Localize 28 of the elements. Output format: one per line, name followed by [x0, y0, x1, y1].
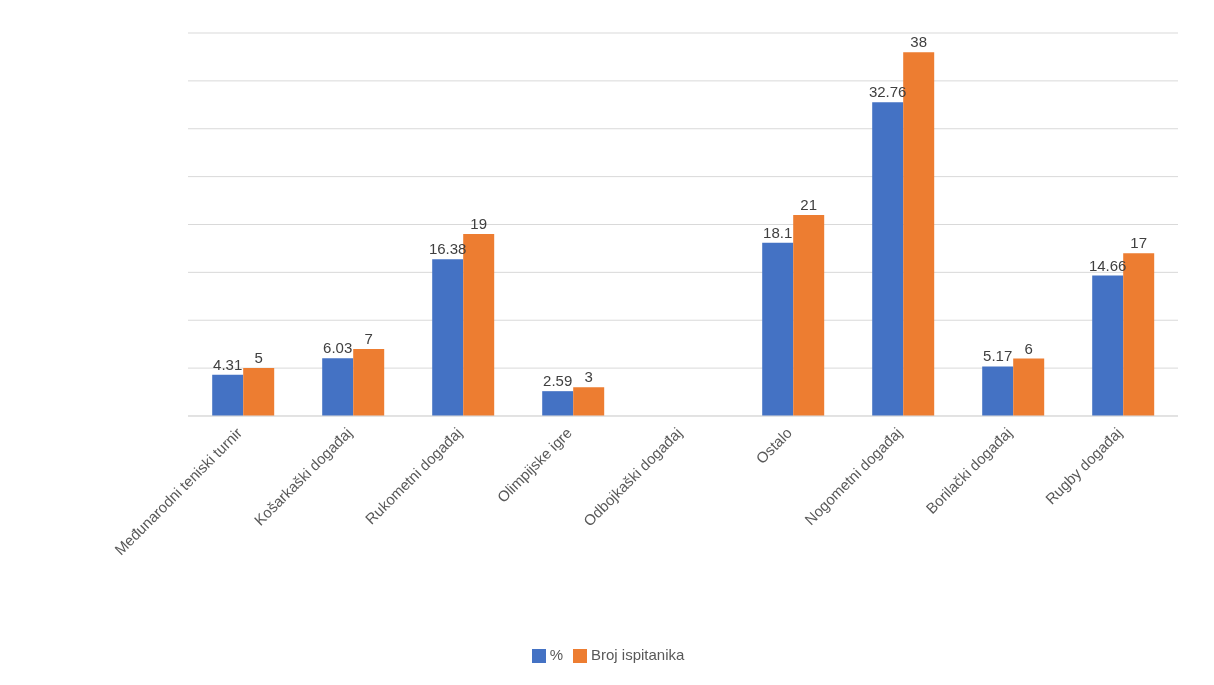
data-label: 38 [910, 33, 928, 51]
bar [432, 259, 464, 416]
bar [243, 368, 275, 416]
data-label: 3 [584, 368, 593, 386]
bar [353, 348, 385, 416]
data-label: 5 [254, 349, 263, 367]
bar [762, 242, 794, 416]
bar [793, 214, 825, 416]
bar [1092, 275, 1124, 416]
data-label: 19 [470, 215, 488, 233]
data-label: 18.1 [763, 223, 793, 241]
legend-label: % [549, 645, 563, 663]
bar [322, 358, 354, 416]
data-label: 6 [1024, 339, 1033, 357]
data-label: 7 [364, 329, 373, 347]
bar [1013, 358, 1045, 416]
data-label: 17 [1130, 234, 1148, 252]
data-label: 5.17 [983, 347, 1013, 365]
legend-label: Broj ispitanika [590, 645, 685, 663]
bar [212, 374, 244, 416]
data-label: 21 [800, 195, 818, 213]
data-label: 6.03 [323, 339, 353, 357]
bar [573, 387, 605, 416]
bar [542, 391, 574, 416]
bar [872, 102, 904, 416]
data-label: 2.59 [543, 372, 573, 390]
data-label: 4.31 [213, 355, 243, 373]
bar [982, 366, 1014, 416]
